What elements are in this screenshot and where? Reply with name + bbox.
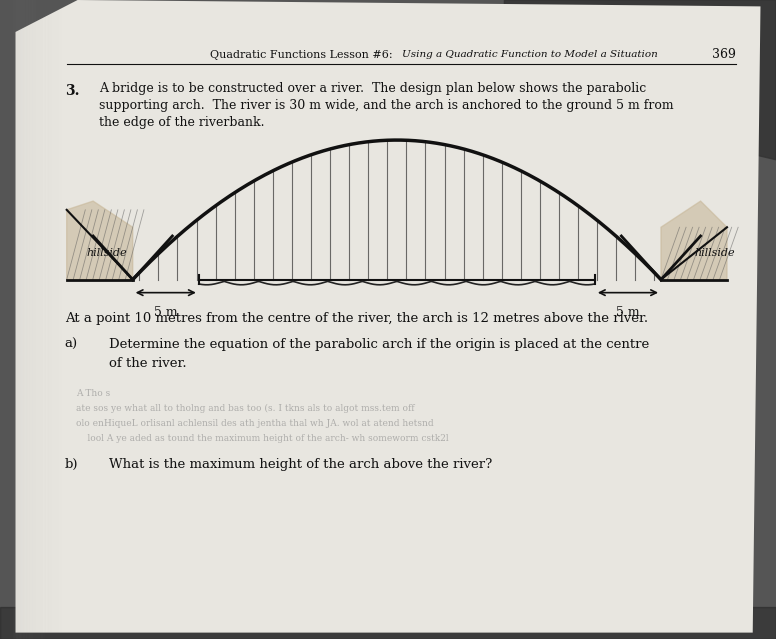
Polygon shape [67,201,133,280]
Text: olo enHiqueL orlisanl achlensil des ath jentha thal wh JA. wol at atend hetsnd: olo enHiqueL orlisanl achlensil des ath … [76,419,434,428]
Text: A bridge is to be constructed over a river.  The design plan below shows the par: A bridge is to be constructed over a riv… [99,82,646,95]
Polygon shape [16,0,760,633]
Text: 5 m: 5 m [154,305,178,319]
Text: Quadratic Functions Lesson #6:: Quadratic Functions Lesson #6: [210,49,400,59]
Text: lool A ye aded as tound the maximum height of the arch- wh someworm cstk2l: lool A ye aded as tound the maximum heig… [76,434,449,443]
Text: Using a Quadratic Function to Model a Situation: Using a Quadratic Function to Model a Si… [401,50,657,59]
Text: ate sos ye what all to tholng and bas too (s. I tkns als to algot mss.tem off: ate sos ye what all to tholng and bas to… [76,404,414,413]
Text: supporting arch.  The river is 30 m wide, and the arch is anchored to the ground: supporting arch. The river is 30 m wide,… [99,99,674,112]
Text: the edge of the riverbank.: the edge of the riverbank. [99,116,265,129]
Text: 3.: 3. [65,84,79,98]
Text: At a point 10 metres from the centre of the river, the arch is 12 metres above t: At a point 10 metres from the centre of … [65,312,648,325]
Text: Determine the equation of the parabolic arch if the origin is placed at the cent: Determine the equation of the parabolic … [109,338,649,351]
Polygon shape [504,0,776,160]
Text: a): a) [65,338,78,351]
Polygon shape [0,607,776,639]
Polygon shape [661,201,727,280]
Text: 369: 369 [712,48,736,61]
Text: 5 m: 5 m [616,305,639,319]
Text: b): b) [65,458,78,471]
Text: hillside: hillside [694,249,735,258]
Text: What is the maximum height of the arch above the river?: What is the maximum height of the arch a… [109,458,492,471]
Text: hillside: hillside [86,249,126,258]
Text: A Tho s: A Tho s [76,389,110,398]
Text: of the river.: of the river. [109,357,186,370]
